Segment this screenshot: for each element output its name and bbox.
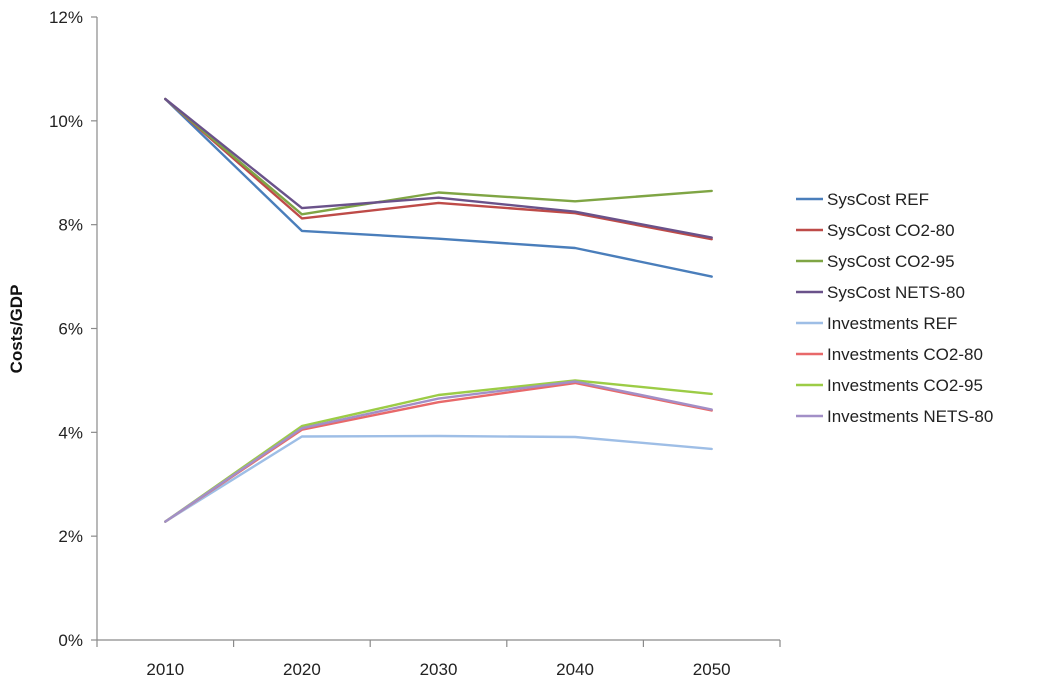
y-tick-label: 6%: [58, 320, 83, 339]
y-tick-label: 8%: [58, 216, 83, 235]
legend: SysCost REF SysCost CO2-80 SysCost CO2-95 S…: [796, 190, 993, 426]
legend-label: SysCost REF: [827, 190, 929, 209]
y-tick-label: 4%: [58, 423, 83, 442]
legend-label: Investments NETS-80: [827, 407, 993, 426]
legend-item: Investments NETS-80: [796, 407, 993, 426]
x-axis: 2010 2020 2030 2040 2050: [96, 639, 781, 679]
legend-item: Investments CO2-80: [796, 345, 983, 364]
legend-label: SysCost NETS-80: [827, 283, 965, 302]
legend-item: SysCost CO2-80: [796, 221, 955, 240]
x-tick-label: 2010: [146, 660, 184, 679]
series-line-syscost-co2-95: [164, 97, 713, 216]
y-axis: 0% 2% 4% 6% 8% 10% 12%: [49, 8, 98, 650]
y-axis-title: Costs/GDP: [7, 285, 26, 374]
series-line-investments-co2-80: [164, 381, 713, 523]
legend-item: Investments CO2-95: [796, 376, 983, 395]
legend-label: SysCost CO2-80: [827, 221, 955, 240]
x-tick-label: 2030: [420, 660, 458, 679]
legend-item: SysCost NETS-80: [796, 283, 965, 302]
legend-label: SysCost CO2-95: [827, 252, 955, 271]
x-tick-label: 2050: [693, 660, 731, 679]
series-line-investments-ref: [164, 434, 713, 523]
x-tick-label: 2040: [556, 660, 594, 679]
series-line-investments-nets-80: [164, 380, 713, 523]
series-line-syscost-nets-80: [164, 97, 713, 239]
y-tick-label: 2%: [58, 527, 83, 546]
legend-item: SysCost REF: [796, 190, 929, 209]
y-tick-label: 10%: [49, 112, 83, 131]
y-tick-label: 0%: [58, 631, 83, 650]
legend-label: Investments CO2-80: [827, 345, 983, 364]
y-tick-label: 12%: [49, 8, 83, 27]
x-tick-label: 2020: [283, 660, 321, 679]
series-line-syscost-ref: [164, 97, 713, 278]
legend-item: SysCost CO2-95: [796, 252, 955, 271]
legend-label: Investments REF: [827, 314, 957, 333]
series-lines: [164, 97, 713, 523]
legend-label: Investments CO2-95: [827, 376, 983, 395]
series-line-syscost-co2-80: [164, 97, 713, 241]
legend-item: Investments REF: [796, 314, 957, 333]
